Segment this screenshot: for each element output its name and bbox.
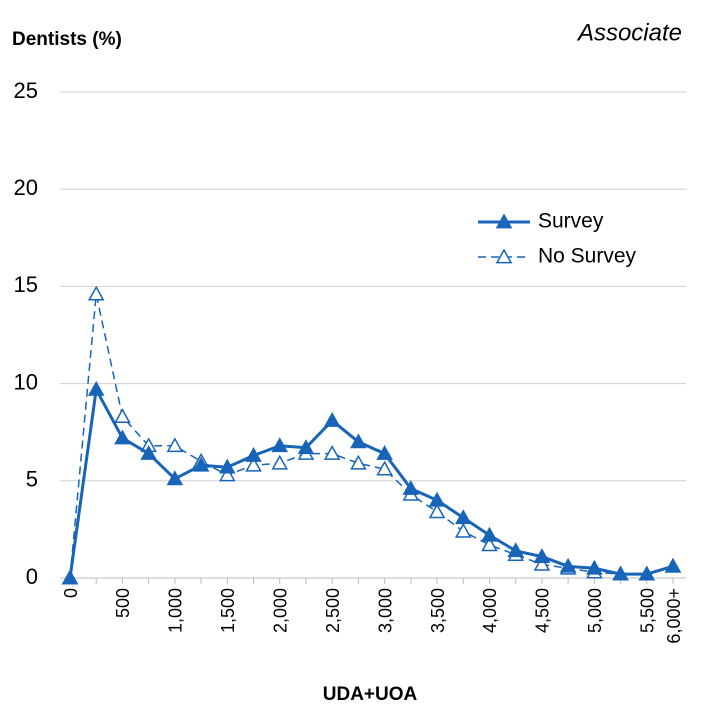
chart-subtitle: Associate bbox=[576, 19, 682, 46]
marker bbox=[507, 542, 524, 558]
marker bbox=[87, 285, 105, 301]
marker bbox=[192, 456, 210, 472]
marker bbox=[533, 548, 551, 563]
marker bbox=[428, 491, 446, 507]
x-tick-label: 0 bbox=[61, 588, 81, 598]
x-tick-label: 4,500 bbox=[533, 588, 553, 633]
marker bbox=[166, 437, 184, 453]
marker bbox=[245, 456, 262, 472]
marker bbox=[219, 466, 236, 482]
marker bbox=[87, 380, 105, 396]
marker bbox=[245, 446, 262, 462]
marker bbox=[533, 555, 551, 571]
legend-label: Survey bbox=[538, 210, 604, 233]
marker bbox=[376, 460, 393, 476]
marker bbox=[350, 454, 367, 470]
x-tick-label: 2,000 bbox=[270, 588, 290, 633]
x-tick-label: 2,500 bbox=[323, 588, 343, 633]
x-tick-label: 3,000 bbox=[375, 588, 395, 633]
marker bbox=[586, 559, 603, 575]
marker bbox=[114, 408, 131, 423]
series-line bbox=[69, 294, 674, 579]
legend-label: No Survey bbox=[538, 245, 637, 268]
marker bbox=[271, 454, 289, 470]
marker bbox=[114, 429, 131, 445]
marker bbox=[323, 445, 341, 460]
marker bbox=[664, 557, 682, 573]
marker bbox=[350, 433, 367, 449]
y-tick-label: 0 bbox=[26, 564, 38, 589]
legend-marker bbox=[495, 248, 513, 264]
marker bbox=[140, 445, 157, 460]
marker bbox=[481, 536, 498, 552]
marker bbox=[61, 569, 79, 585]
legend-marker bbox=[495, 213, 513, 229]
x-tick-label: 5,500 bbox=[638, 588, 658, 633]
marker bbox=[559, 557, 577, 573]
x-tick-label: 1,500 bbox=[218, 588, 238, 633]
marker bbox=[297, 439, 315, 455]
marker bbox=[428, 503, 446, 519]
x-tick-label: 500 bbox=[113, 588, 133, 618]
x-tick-label: 1,000 bbox=[166, 588, 186, 633]
y-tick-label: 5 bbox=[26, 467, 38, 492]
x-tick-label: 6,000+ bbox=[664, 588, 684, 644]
marker bbox=[454, 509, 472, 525]
marker bbox=[402, 480, 420, 495]
marker bbox=[481, 526, 498, 542]
y-axis-title: Dentists (%) bbox=[12, 29, 122, 50]
x-tick-label: 4,000 bbox=[480, 588, 500, 633]
marker bbox=[612, 565, 629, 581]
x-axis-title: UDA+UOA bbox=[323, 684, 418, 705]
marker bbox=[454, 522, 472, 538]
x-tick-label: 3,500 bbox=[428, 588, 448, 633]
series-line bbox=[68, 384, 674, 579]
marker bbox=[376, 445, 393, 460]
marker bbox=[638, 565, 656, 581]
y-tick-label: 25 bbox=[14, 78, 38, 103]
marker bbox=[166, 470, 184, 486]
y-tick-label: 20 bbox=[14, 175, 38, 200]
y-tick-label: 10 bbox=[14, 369, 38, 394]
marker bbox=[323, 411, 341, 427]
x-tick-label: 5,000 bbox=[585, 588, 605, 633]
marker bbox=[219, 458, 236, 474]
marker bbox=[271, 437, 289, 453]
y-tick-label: 15 bbox=[14, 272, 38, 297]
